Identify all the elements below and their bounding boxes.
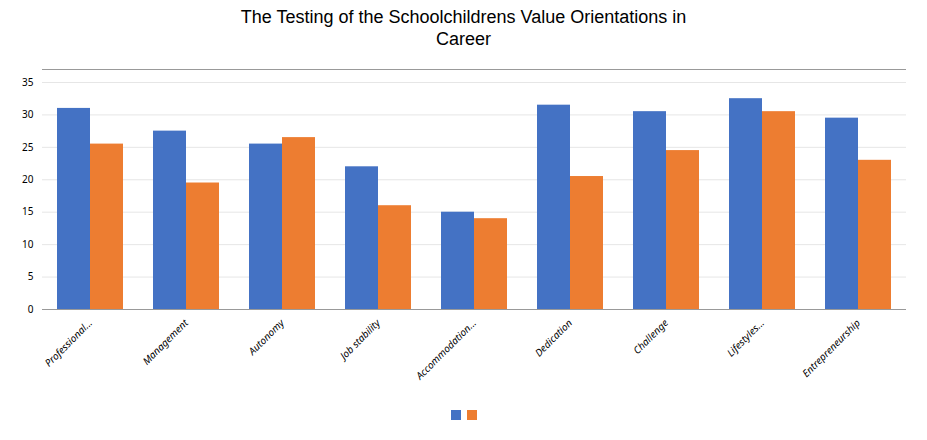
svg-text:20: 20 <box>22 172 34 186</box>
svg-text:0: 0 <box>28 302 34 316</box>
svg-text:10: 10 <box>22 237 34 251</box>
svg-text:Management: Management <box>139 315 191 367</box>
svg-text:Entrepreneurship: Entrepreneurship <box>799 316 863 380</box>
svg-text:Professional...: Professional... <box>41 316 95 370</box>
svg-text:Autonomy: Autonomy <box>244 315 288 359</box>
svg-text:Challenge: Challenge <box>630 316 671 357</box>
svg-text:Accommodation...: Accommodation... <box>412 316 479 383</box>
svg-text:Job stability: Job stability <box>335 315 384 364</box>
svg-text:Dedication: Dedication <box>531 316 575 360</box>
svg-text:5: 5 <box>28 269 34 283</box>
svg-text:25: 25 <box>22 140 34 154</box>
svg-text:35: 35 <box>22 75 34 89</box>
svg-text:Lifestyles...: Lifestyles... <box>723 316 766 359</box>
svg-text:15: 15 <box>22 204 34 218</box>
svg-text:30: 30 <box>22 107 34 121</box>
html-text:The Testing of the Schoolchild: The Testing of the Schoolchildrens Value… <box>240 7 687 49</box>
